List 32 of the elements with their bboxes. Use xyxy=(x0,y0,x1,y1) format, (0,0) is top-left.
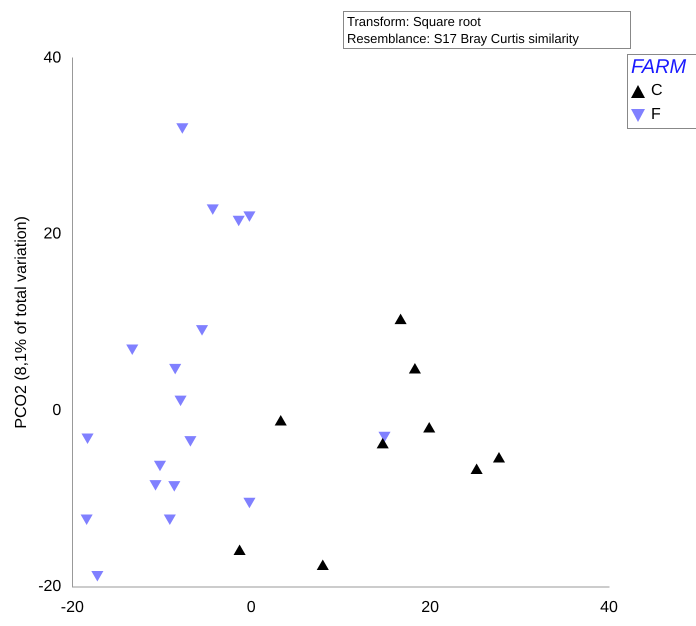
y-tick-label: 40 xyxy=(44,49,62,66)
x-tick-label: -20 xyxy=(60,598,84,616)
point xyxy=(378,432,391,442)
y-tick-label: 0 xyxy=(52,402,62,419)
point xyxy=(154,460,166,472)
point xyxy=(164,514,176,526)
legend-label: C xyxy=(651,81,663,101)
point xyxy=(126,344,138,355)
y-tick-label: 20 xyxy=(44,226,62,243)
x-tick-label: 40 xyxy=(600,598,618,616)
legend-label: F xyxy=(651,105,661,125)
point xyxy=(243,211,256,222)
point xyxy=(168,481,180,492)
point xyxy=(169,364,182,374)
point xyxy=(81,433,94,444)
text: Resemblance: S17 Bray Curtis similarity xyxy=(347,30,580,47)
point xyxy=(232,216,245,226)
point xyxy=(243,498,256,508)
x-tick-label: 20 xyxy=(421,598,440,616)
point xyxy=(91,570,104,582)
point xyxy=(196,325,208,336)
point xyxy=(176,123,188,134)
text: Transform: Square root xyxy=(347,13,482,30)
x-tick-label: 0 xyxy=(246,598,256,616)
legend-title: FARM xyxy=(631,56,688,79)
point xyxy=(149,480,162,491)
point xyxy=(206,204,219,215)
y-tick-label: -20 xyxy=(38,578,62,596)
y-axis-title: PCO2 (8,1% of total variation) xyxy=(13,216,30,429)
point xyxy=(80,514,93,526)
point xyxy=(174,396,187,406)
point xyxy=(184,436,196,447)
